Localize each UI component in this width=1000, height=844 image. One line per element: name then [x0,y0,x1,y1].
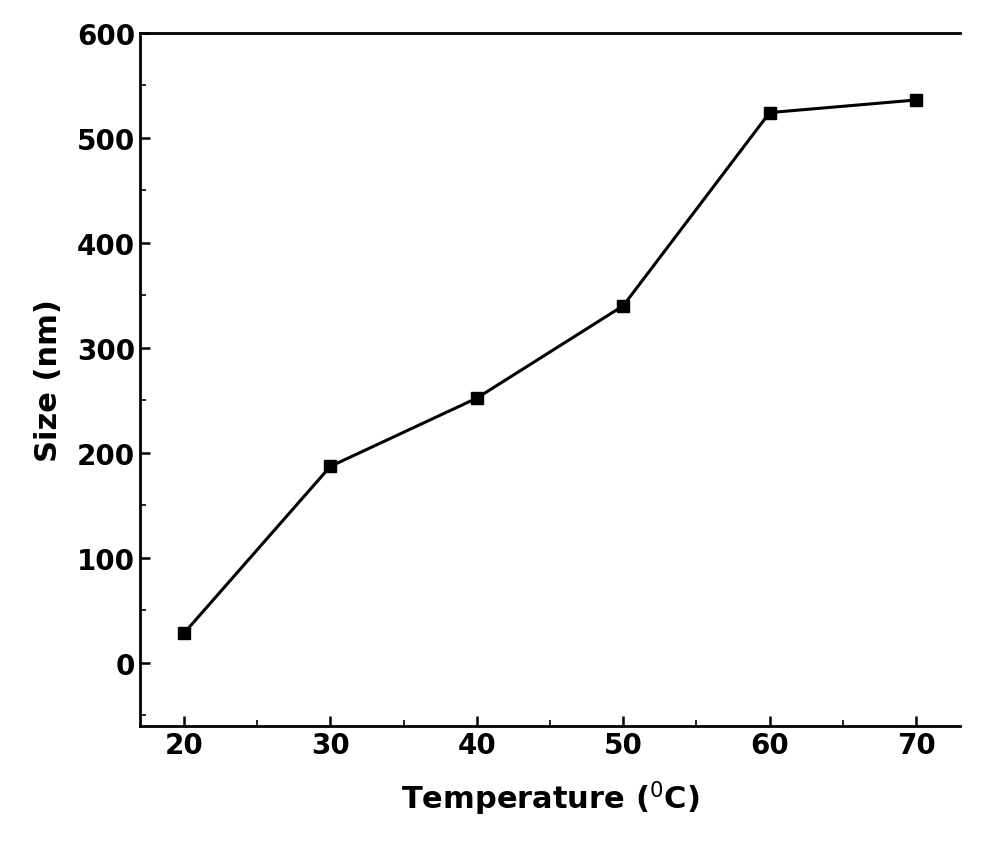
Y-axis label: Size (nm): Size (nm) [34,299,63,461]
X-axis label: Temperature ($^0$C): Temperature ($^0$C) [401,778,699,816]
